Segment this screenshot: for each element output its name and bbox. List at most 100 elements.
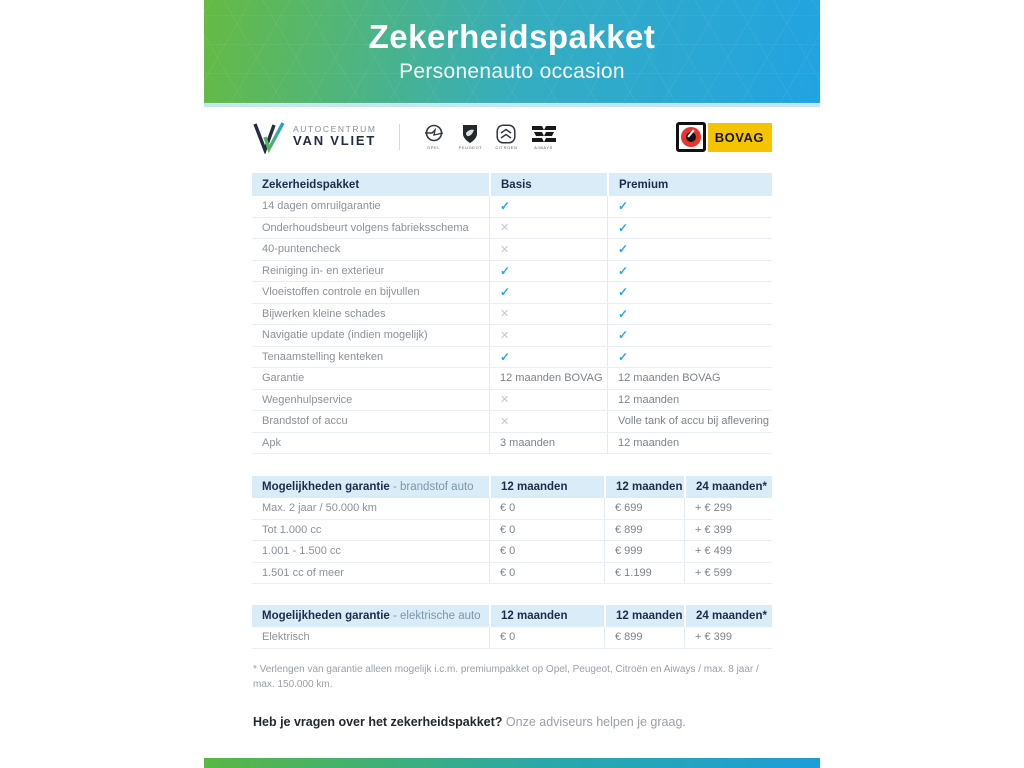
content-column: Zekerheidspakket Personenauto occasion [204, 0, 820, 729]
brand-bar: AUTOCENTRUM VAN VLIET OPEL [204, 118, 820, 156]
fuel-table-header: Mogelijkheden garantie - brandstof auto … [252, 476, 772, 498]
column-header-12m: 12 maanden [604, 605, 684, 627]
table-row: Navigatie update (indien mogelijk) ✕ ✓ [252, 325, 772, 347]
row-value: € 899 [604, 627, 684, 648]
comparison-table-header: Zekerheidspakket Basis Premium [252, 173, 772, 196]
row-value: € 0 [489, 541, 604, 562]
row-label: Bijwerken kleine schades [262, 307, 386, 320]
row-value: € 0 [489, 498, 604, 519]
column-header-24m: 24 maanden* [684, 476, 772, 498]
dealer-name-bottom: VAN VLIET [293, 133, 377, 149]
row-label: Tot 1.000 cc [262, 523, 322, 536]
section-title: Mogelijkheden garantie - brandstof auto [252, 476, 489, 498]
table-row: Max. 2 jaar / 50.000 km € 0 € 699 + € 299 [252, 498, 772, 520]
section-title-bold: Mogelijkheden garantie [262, 610, 390, 622]
table-row: 40-puntencheck ✕ ✓ [252, 239, 772, 261]
opel-label: OPEL [427, 145, 441, 150]
table-row: Vloeistoffen controle en bijvullen ✓ ✓ [252, 282, 772, 304]
citroen-logo: CITROËN [495, 124, 517, 150]
comparison-table-body: 14 dagen omruilgarantie ✓ ✓ Onderhoudsbeurt… [252, 196, 772, 454]
row-value: 12 maanden [607, 432, 772, 453]
table-row: Onderhoudsbeurt volgens fabrieksschema ✕ ✓ [252, 217, 772, 239]
cross-icon: ✕ [489, 389, 607, 410]
bovag-label: BOVAG [707, 122, 772, 152]
row-value: € 899 [604, 519, 684, 540]
table-row: 14 dagen omruilgarantie ✓ ✓ [252, 196, 772, 218]
column-header-12m: 12 maanden [489, 605, 604, 627]
check-icon: ✓ [607, 196, 772, 217]
check-icon: ✓ [607, 239, 772, 260]
van-vliet-logo-icon [253, 122, 285, 154]
check-icon: ✓ [607, 303, 772, 324]
cross-icon: ✕ [489, 325, 607, 346]
aiways-logo-icon [531, 126, 556, 142]
electric-table-body: Elektrisch € 0 € 899 + € 399 [252, 627, 772, 649]
row-value: 12 maanden [607, 389, 772, 410]
row-label: Wegenhulpservice [262, 393, 353, 406]
bovag-logo: BOVAG [675, 122, 772, 152]
table-row: Brandstof of accu ✕ Volle tank of accu bij… [252, 411, 772, 433]
dealer-and-brands: AUTOCENTRUM VAN VLIET OPEL [252, 120, 557, 154]
citroen-label: CITROËN [495, 145, 518, 150]
check-icon: ✓ [607, 325, 772, 346]
table-row: Tenaamstelling kenteken ✓ ✓ [252, 346, 772, 368]
table-row: Elektrisch € 0 € 899 + € 399 [252, 627, 772, 649]
row-label: Apk [262, 436, 281, 449]
row-label: Tenaamstelling kenteken [262, 350, 384, 363]
section-title-suffix: - brandstof auto [389, 481, 474, 493]
tables-area: Zekerheidspakket Basis Premium 14 dagen … [252, 173, 772, 729]
row-value: Volle tank of accu bij aflevering [607, 411, 772, 432]
row-label: Navigatie update (indien mogelijk) [262, 329, 428, 342]
check-icon: ✓ [607, 346, 772, 367]
row-value: € 0 [489, 519, 604, 540]
check-icon: ✓ [489, 346, 607, 367]
table-row: 1.501 cc of meer € 0 € 1.199 + € 599 [252, 562, 772, 584]
table-row: Apk 3 maanden 12 maanden [252, 432, 772, 454]
column-header-12m: 12 maanden [489, 476, 604, 498]
check-icon: ✓ [489, 260, 607, 281]
row-label: Garantie [262, 372, 305, 385]
section-title-suffix: - elektrische auto [389, 610, 481, 622]
row-value: € 699 [604, 498, 684, 519]
row-value: + € 299 [684, 498, 772, 519]
table-row: 1.001 - 1.500 cc € 0 € 999 + € 499 [252, 541, 772, 563]
row-label: 14 dagen omruilgarantie [262, 200, 381, 213]
row-value: + € 599 [684, 562, 772, 583]
footnote: * Verlengen van garantie alleen mogelijk… [253, 663, 759, 691]
footer-gradient-bar [204, 758, 820, 768]
page-subtitle: Personenauto occasion [399, 59, 625, 83]
van-vliet-logo: AUTOCENTRUM VAN VLIET [252, 120, 377, 154]
closing-line: Heb je vragen over het zekerheidspakket?… [252, 715, 772, 729]
row-label: 40-puntencheck [262, 243, 341, 256]
row-value: + € 399 [684, 627, 772, 648]
row-value: + € 399 [684, 519, 772, 540]
row-value: € 0 [489, 562, 604, 583]
row-label: Vloeistoffen controle en bijvullen [262, 286, 420, 299]
row-label: 1.501 cc of meer [262, 566, 344, 579]
row-value: € 1.199 [604, 562, 684, 583]
column-header-24m: 24 maanden* [684, 605, 772, 627]
column-header-12m: 12 maanden [604, 476, 684, 498]
column-header: Zekerheidspakket [262, 178, 360, 191]
row-label: Elektrisch [262, 631, 310, 644]
table-row: Wegenhulpservice ✕ 12 maanden [252, 389, 772, 411]
column-header-basis: Basis [489, 173, 607, 196]
opel-logo: OPEL [422, 124, 446, 150]
check-icon: ✓ [489, 196, 607, 217]
citroen-logo-icon [496, 124, 516, 144]
page-title: Zekerheidspakket [368, 18, 656, 56]
row-label: Onderhoudsbeurt volgens fabrieksschema [262, 221, 469, 234]
electric-warranty-table: Mogelijkheden garantie - elektrische aut… [252, 605, 772, 649]
section-gap [252, 584, 772, 605]
row-label: Brandstof of accu [262, 415, 348, 428]
electric-table-header: Mogelijkheden garantie - elektrische aut… [252, 605, 772, 627]
fuel-warranty-table: Mogelijkheden garantie - brandstof auto … [252, 476, 772, 584]
row-value: 12 maanden BOVAG [489, 368, 607, 389]
row-label: Reiniging in- en exterieur [262, 264, 385, 277]
section-title-bold: Mogelijkheden garantie [262, 481, 390, 493]
peugeot-label: PEUGEOT [458, 145, 483, 150]
fuel-table-body: Max. 2 jaar / 50.000 km € 0 € 699 + € 299 To… [252, 498, 772, 584]
check-icon: ✓ [607, 217, 772, 238]
dealer-name: AUTOCENTRUM VAN VLIET [293, 124, 377, 150]
